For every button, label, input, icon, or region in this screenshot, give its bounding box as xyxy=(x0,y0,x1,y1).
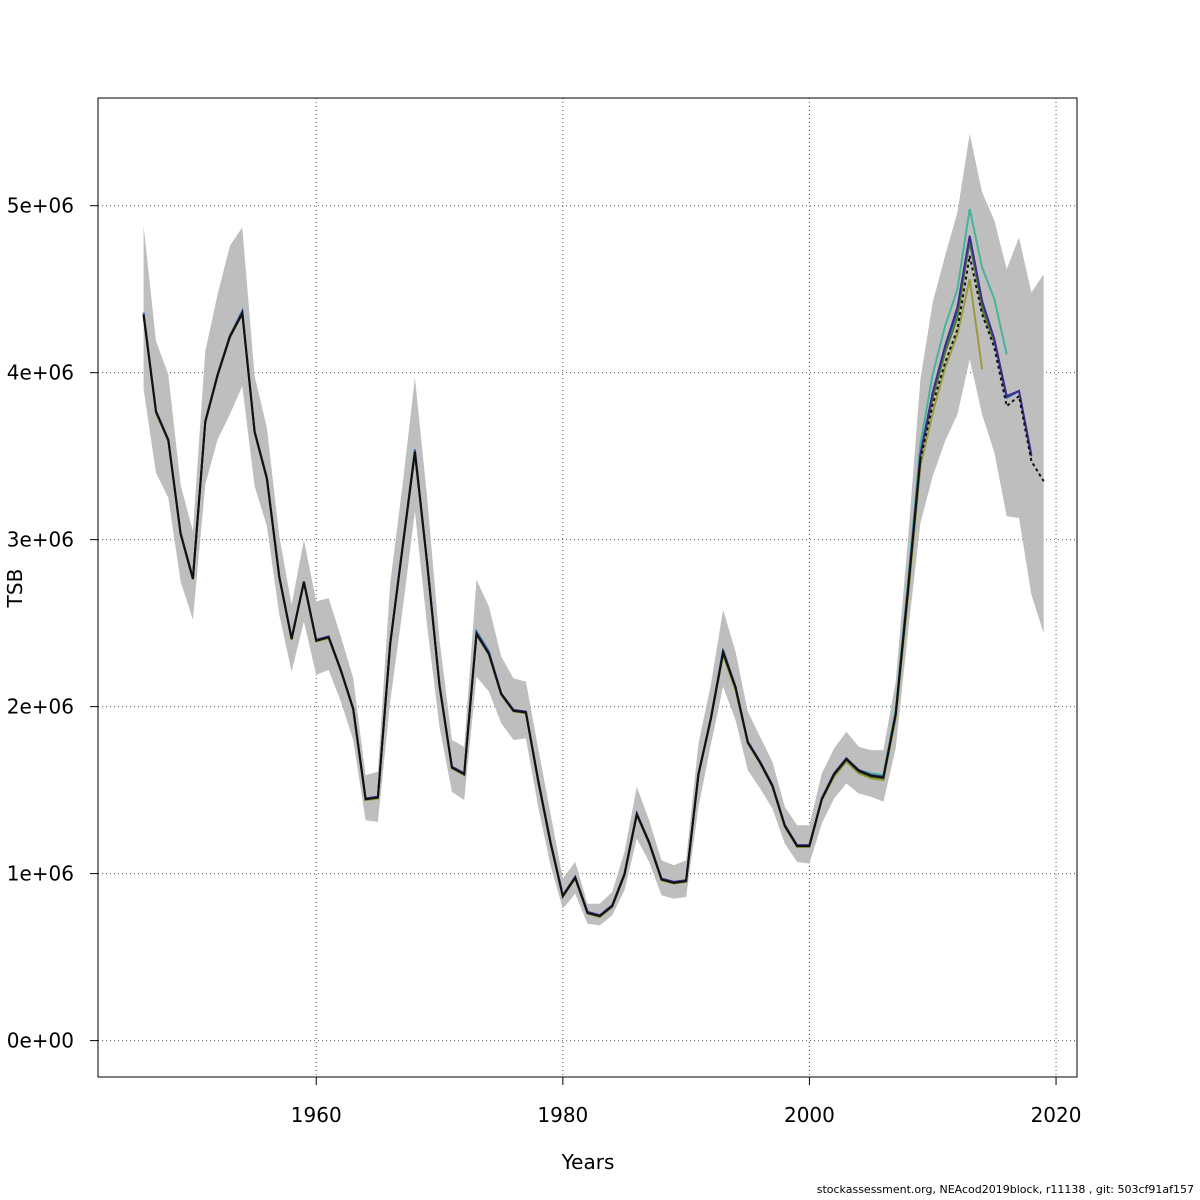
y-tick-label: 4e+06 xyxy=(7,361,74,385)
y-tick-label: 1e+06 xyxy=(7,862,74,886)
footer-credit: stockassessment.org, NEAcod2019block, r1… xyxy=(816,1183,1194,1196)
y-tick-label: 2e+06 xyxy=(7,695,74,719)
x-axis: 1960 1980 2000 2020 xyxy=(291,1077,1082,1127)
y-tick-label: 0e+00 xyxy=(7,1029,74,1053)
y-tick-label: 3e+06 xyxy=(7,528,74,552)
plot-frame xyxy=(97,97,1078,1078)
series-line-6-dashed xyxy=(919,255,1045,482)
series-line-4 xyxy=(142,238,996,918)
y-axis: 0e+00 1e+06 2e+06 3e+06 4e+06 5e+06 xyxy=(7,194,98,1053)
grid-lines xyxy=(98,98,1077,1077)
confidence-band xyxy=(143,133,1044,926)
confidence-band-area xyxy=(143,133,1044,926)
y-tick-label: 5e+06 xyxy=(7,194,74,218)
x-tick-label: 1960 xyxy=(291,1103,342,1127)
x-tick-label: 2020 xyxy=(1031,1103,1082,1127)
series-line-6 xyxy=(142,310,922,918)
x-tick-label: 1980 xyxy=(537,1103,588,1127)
x-tick-label: 2000 xyxy=(784,1103,835,1127)
x-axis-title: Years xyxy=(561,1150,615,1174)
series-lines xyxy=(142,208,1045,919)
y-axis-title: TSB xyxy=(3,569,27,609)
